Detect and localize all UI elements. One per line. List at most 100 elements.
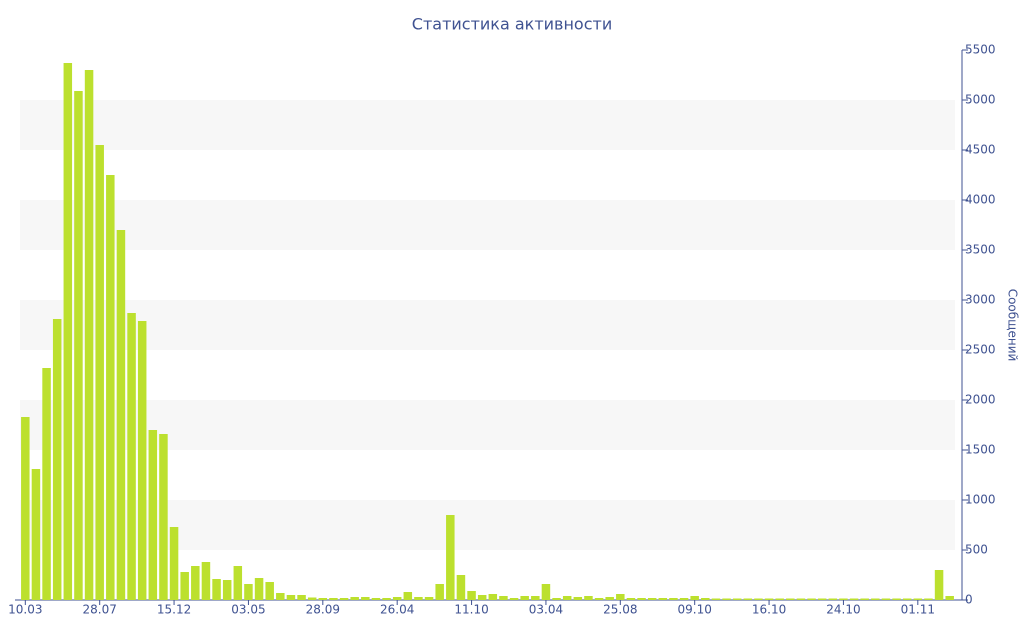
grid-band [20,100,955,150]
bar [722,598,731,600]
bar [106,175,115,600]
bar [392,597,402,600]
bar [254,578,264,600]
bar [881,598,891,600]
bar [265,582,274,600]
bar [424,597,434,600]
bar [849,598,859,600]
bar [764,598,774,600]
y-tick-label: 0 [965,593,973,607]
grid-band [20,300,955,350]
bar [594,598,604,600]
bar [605,597,614,600]
bar [52,319,62,600]
bar [669,598,678,600]
bar [329,598,338,600]
bar [222,580,232,600]
bar [701,598,710,600]
x-tick-label: 03.04 [529,603,563,617]
x-tick-label: 28.09 [306,603,340,617]
bar [860,598,869,600]
y-tick-label: 4500 [965,143,996,157]
bar [382,598,391,600]
bar [42,368,51,600]
bar [339,598,349,600]
bar [711,598,721,600]
bar [31,469,41,600]
x-tick-label: 25.08 [603,603,637,617]
bar [807,598,816,600]
bar [63,63,73,600]
bar [616,594,625,600]
y-axis-label: Сообщений [1006,289,1020,362]
x-tick-label: 03.05 [231,603,265,617]
x-tick-label: 16.10 [752,603,786,617]
bar [679,598,689,600]
bar [913,598,923,600]
bar [828,598,838,600]
y-tick-label: 3500 [965,243,996,257]
bar [499,596,508,600]
y-tick-label: 4000 [965,193,996,207]
bar [754,598,763,600]
bar [743,598,753,600]
bar [456,575,466,600]
y-tick-label: 5000 [965,93,996,107]
bar [477,595,487,600]
bar [871,598,880,600]
bar [21,417,30,600]
bar [276,593,285,600]
bar [414,597,423,600]
bar [446,515,455,600]
y-tick-label: 500 [965,543,988,557]
x-tick-label: 09.10 [678,603,712,617]
bar [371,598,381,600]
bar [361,597,370,600]
bar [892,598,901,600]
x-tick-label: 24.10 [826,603,860,617]
y-tick-label: 3000 [965,293,996,307]
bar [95,145,104,600]
y-tick-label: 2500 [965,343,996,357]
bar [169,527,179,600]
bar [531,596,540,600]
bar [732,598,742,600]
x-tick-label: 28.07 [83,603,117,617]
bar [562,596,572,600]
grid-band [20,200,955,250]
bar [201,562,211,600]
bar [520,596,529,600]
bar [191,566,200,600]
chart-title: Статистика активности [412,15,612,34]
bar [403,592,413,600]
bar [84,70,94,600]
bar [212,579,221,600]
bar [350,597,359,600]
bar [286,595,296,600]
bar [775,598,784,600]
bar [233,566,243,600]
x-tick-label: 11.10 [454,603,488,617]
bar [509,598,519,600]
x-tick-label: 26.04 [380,603,414,617]
bar [180,572,189,600]
bar [584,596,593,600]
y-tick-label: 5500 [965,43,996,57]
x-tick-label: 01.11 [901,603,935,617]
bar [658,598,668,600]
x-tick-label: 10.03 [8,603,42,617]
bar [690,596,699,600]
bar [839,598,848,600]
bar [796,598,806,600]
x-tick-label: 15.12 [157,603,191,617]
bar [647,598,657,600]
bar [488,594,498,600]
bar [945,596,954,600]
bar [148,430,158,600]
bar [552,598,561,600]
y-tick-label: 1500 [965,443,996,457]
bar [116,230,126,600]
bar [626,598,636,600]
bar [159,434,168,600]
bar [74,91,83,600]
